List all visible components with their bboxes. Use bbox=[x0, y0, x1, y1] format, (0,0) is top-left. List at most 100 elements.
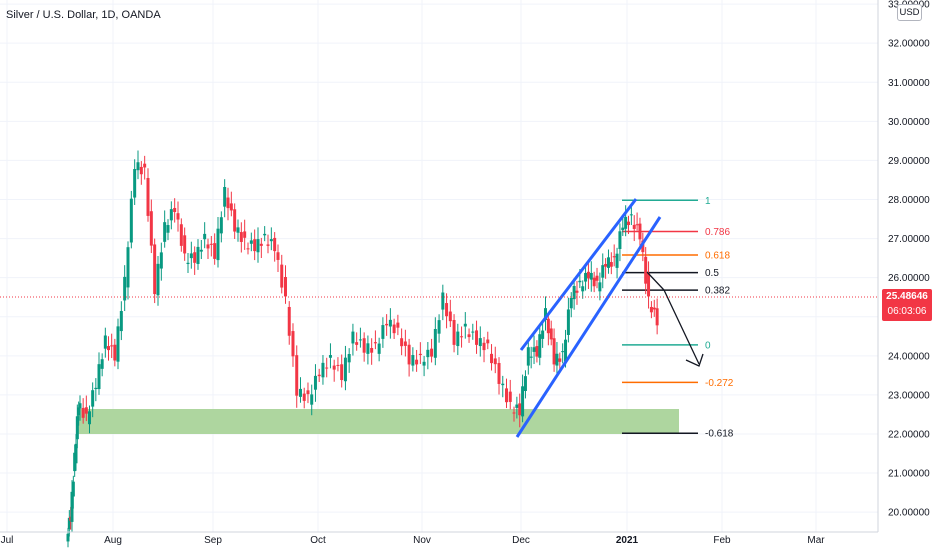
price-tick-label: 28.00000 bbox=[888, 195, 930, 206]
currency-badge[interactable]: USD bbox=[897, 4, 922, 21]
channel-lower-line[interactable] bbox=[515, 216, 662, 438]
candle-body bbox=[77, 407, 81, 416]
candle-body bbox=[538, 334, 542, 358]
candle-body bbox=[482, 342, 486, 351]
candle-body bbox=[273, 237, 277, 252]
arrow-head-icon bbox=[685, 353, 704, 367]
candle-body bbox=[411, 355, 415, 366]
candle-body bbox=[176, 213, 180, 220]
candle-body bbox=[295, 355, 299, 396]
ascending-channel[interactable] bbox=[515, 198, 662, 438]
time-tick-label: Mar bbox=[807, 535, 825, 546]
candle-body bbox=[358, 339, 362, 341]
candle-body bbox=[146, 178, 150, 216]
candle-body bbox=[452, 319, 456, 345]
candle-body bbox=[103, 335, 107, 349]
candle-body bbox=[508, 391, 512, 402]
candle-body bbox=[110, 345, 114, 347]
candle-body bbox=[336, 364, 340, 366]
candle-body bbox=[84, 407, 88, 414]
candle-body bbox=[119, 311, 123, 332]
price-tick-label: 20.00000 bbox=[888, 508, 930, 519]
candle-body bbox=[532, 347, 536, 352]
candle-body bbox=[621, 227, 625, 231]
time-axis[interactable]: Jul Aug Sep Oct Nov Dec 2021 Feb Mar bbox=[0, 531, 878, 546]
candle-body bbox=[501, 383, 505, 386]
candle-body bbox=[67, 517, 71, 530]
fib-level-label: -0.272 bbox=[705, 378, 734, 389]
candle-body bbox=[549, 328, 553, 340]
candle-body bbox=[526, 347, 530, 366]
candle-body bbox=[624, 216, 628, 229]
candle-body bbox=[347, 353, 351, 363]
candle-body bbox=[377, 343, 381, 354]
candle-body bbox=[644, 256, 648, 284]
candle-body bbox=[226, 197, 230, 209]
support-zone[interactable] bbox=[77, 409, 679, 434]
candle-body bbox=[213, 243, 217, 259]
candle-body bbox=[407, 344, 411, 365]
candle-body bbox=[280, 264, 284, 288]
candle-body bbox=[541, 330, 545, 339]
fib-level-label: 0.786 bbox=[705, 227, 730, 238]
candle-body bbox=[512, 412, 516, 414]
candle-body bbox=[615, 253, 619, 268]
fib-level-labels: 1 0.786 0.618 0.5 0.382 0 -0.272 -0.618 bbox=[705, 196, 734, 440]
candle-body bbox=[355, 342, 359, 345]
candle-body bbox=[203, 233, 207, 240]
candle-body bbox=[340, 364, 344, 381]
candle-body bbox=[306, 390, 310, 395]
price-axis[interactable]: 20.00000 21.00000 22.00000 23.00000 24.00000… bbox=[877, 0, 930, 532]
channel-upper-line[interactable] bbox=[519, 198, 638, 351]
candle-body bbox=[317, 374, 321, 377]
candle-body bbox=[253, 239, 257, 252]
candle-body bbox=[246, 248, 250, 250]
fib-level-label: 1 bbox=[705, 196, 711, 207]
candle-body bbox=[460, 336, 464, 338]
candle-body bbox=[403, 341, 407, 346]
projection-arrow-path[interactable] bbox=[646, 271, 700, 365]
candle-body bbox=[153, 244, 157, 295]
candle-body bbox=[381, 325, 385, 339]
candle-body bbox=[430, 348, 434, 357]
time-tick-label: Dec bbox=[512, 535, 530, 546]
last-price-value: 25.48646 bbox=[886, 291, 928, 302]
candle-body bbox=[523, 376, 527, 391]
projection-arrow[interactable] bbox=[646, 271, 704, 367]
candle-body bbox=[196, 246, 200, 264]
time-tick-label: 2021 bbox=[616, 535, 639, 546]
candle-body bbox=[223, 186, 227, 207]
candle-body bbox=[229, 203, 233, 211]
candle-body bbox=[189, 253, 193, 259]
candle-body bbox=[283, 277, 287, 297]
candle-body bbox=[388, 319, 392, 327]
candle-body bbox=[385, 323, 389, 326]
candle-body bbox=[88, 411, 91, 425]
candle-body bbox=[169, 209, 173, 221]
candle-body bbox=[396, 322, 400, 328]
candle-body bbox=[586, 271, 590, 279]
candle-body bbox=[649, 306, 653, 313]
candle-body bbox=[584, 272, 588, 282]
candle-body bbox=[276, 252, 280, 260]
candle-body bbox=[113, 344, 117, 361]
candle-body bbox=[400, 338, 404, 347]
candle-body bbox=[518, 403, 522, 416]
candle-body bbox=[598, 282, 602, 292]
candle-body bbox=[287, 306, 291, 336]
candle-body bbox=[655, 308, 659, 326]
candle-body bbox=[136, 162, 140, 171]
candle-body bbox=[373, 342, 377, 344]
candle-body bbox=[313, 375, 317, 390]
price-tick-label: 31.00000 bbox=[888, 78, 930, 89]
candle-body bbox=[437, 320, 441, 334]
fib-level-label: 0.382 bbox=[705, 286, 730, 297]
candle-body bbox=[493, 358, 497, 365]
bar-countdown: 06:03:06 bbox=[887, 306, 927, 317]
candle-body bbox=[566, 309, 570, 335]
candle-body bbox=[239, 232, 243, 242]
candle-body bbox=[569, 297, 573, 309]
candle-body bbox=[552, 338, 556, 365]
